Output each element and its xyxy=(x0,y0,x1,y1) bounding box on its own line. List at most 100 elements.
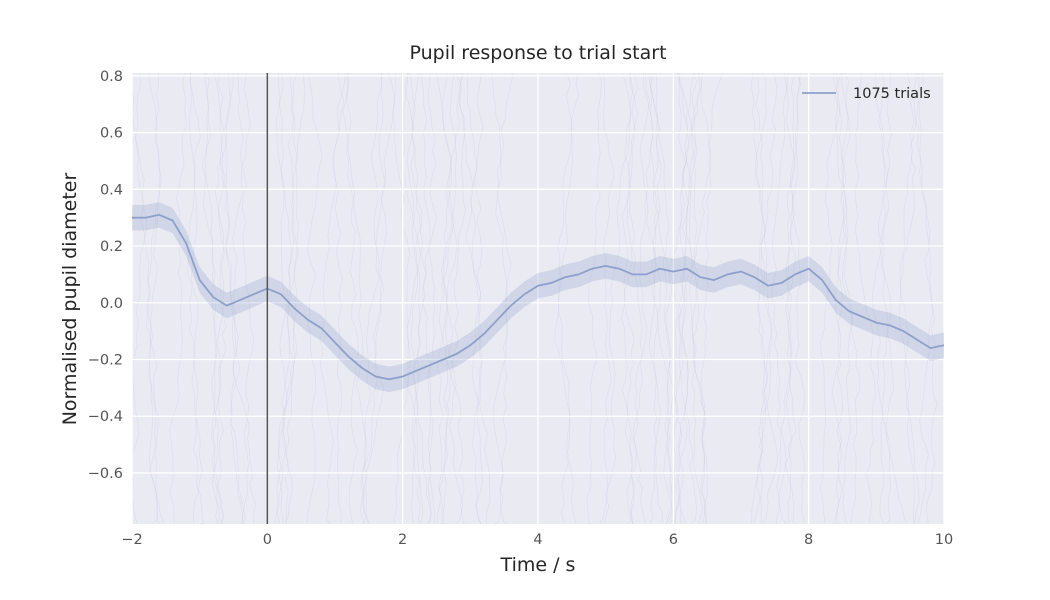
trial-trace xyxy=(458,72,483,525)
trial-trace xyxy=(831,72,854,525)
trial-trace xyxy=(770,72,789,525)
trial-trace xyxy=(624,72,635,525)
x-tick-label: −2 xyxy=(121,532,142,548)
trial-trace xyxy=(362,72,382,525)
trial-trace xyxy=(898,72,920,525)
trial-trace xyxy=(436,72,455,525)
trial-trace xyxy=(604,72,631,525)
trial-trace xyxy=(841,72,861,525)
trial-trace xyxy=(149,72,165,525)
x-tick-label: 0 xyxy=(263,532,272,548)
trial-trace xyxy=(700,72,712,525)
trial-trace xyxy=(649,72,674,525)
trial-trace xyxy=(879,72,892,525)
trial-trace xyxy=(791,72,806,525)
trial-trace xyxy=(785,72,802,525)
x-tick-label: 2 xyxy=(398,532,407,548)
trial-trace xyxy=(346,72,360,525)
x-axis-ticks: −2 0 2 4 6 8 10 xyxy=(121,532,953,548)
legend: 1075 trials xyxy=(802,86,931,102)
trial-trace xyxy=(284,72,300,525)
trial-trace xyxy=(819,72,841,525)
trial-trace xyxy=(633,72,653,525)
trial-trace xyxy=(628,72,644,525)
trial-trace xyxy=(913,72,938,525)
trial-trace xyxy=(189,72,203,525)
trial-trace xyxy=(169,72,187,525)
trial-trace xyxy=(306,72,323,525)
trial-trace xyxy=(833,72,847,525)
trial-trace xyxy=(677,72,703,525)
trial-trace xyxy=(441,72,464,525)
trial-trace xyxy=(145,72,162,525)
y-tick-label: 0.4 xyxy=(100,182,123,198)
trial-trace xyxy=(216,72,231,525)
chart-title: Pupil response to trial start xyxy=(409,42,666,64)
trial-trace xyxy=(755,72,768,525)
y-tick-label: 0.6 xyxy=(100,126,123,142)
trial-trace xyxy=(332,72,345,525)
trial-trace xyxy=(225,73,246,525)
trial-trace xyxy=(831,72,848,525)
trial-trace xyxy=(442,72,468,525)
trial-trace xyxy=(554,72,580,525)
trial-trace xyxy=(639,72,664,525)
trial-trace xyxy=(441,72,467,525)
trial-trace xyxy=(401,72,436,525)
trial-trace xyxy=(871,72,886,525)
trial-trace xyxy=(212,72,227,525)
y-tick-label: −0.6 xyxy=(88,466,123,482)
trial-trace xyxy=(466,72,491,525)
trial-trace xyxy=(557,72,577,525)
y-tick-label: 0.0 xyxy=(100,296,123,312)
trial-trace xyxy=(202,72,218,525)
trial-trace xyxy=(692,72,724,525)
trial-trace xyxy=(875,72,908,525)
y-tick-label: −0.2 xyxy=(88,352,123,368)
trial-trace xyxy=(359,72,397,525)
trial-trace xyxy=(131,73,162,525)
trial-trace xyxy=(218,72,256,525)
y-tick-label: −0.4 xyxy=(88,409,123,425)
trial-trace xyxy=(674,72,695,525)
y-tick-label: 0.8 xyxy=(100,69,123,85)
trial-trace xyxy=(406,72,432,525)
y-axis-ticks: −0.6 −0.4 −0.2 0.0 0.2 0.4 0.6 0.8 xyxy=(88,69,123,482)
y-axis-label: Normalised pupil diameter xyxy=(59,173,81,426)
trial-trace xyxy=(917,72,934,525)
trial-trace xyxy=(364,72,386,524)
confidence-band xyxy=(132,202,944,393)
y-tick-label: 0.2 xyxy=(100,239,123,255)
x-tick-label: 10 xyxy=(935,532,953,548)
trial-trace xyxy=(186,72,204,525)
trial-trace xyxy=(685,72,703,525)
trial-trace xyxy=(648,72,662,525)
x-axis-label: Time / s xyxy=(500,554,576,576)
trial-trace xyxy=(599,72,614,525)
trial-trace xyxy=(674,72,698,525)
trial-trace xyxy=(783,72,796,525)
trial-trace xyxy=(777,72,797,525)
trial-trace xyxy=(274,72,298,525)
trial-trace xyxy=(319,72,347,525)
trial-trace xyxy=(751,72,766,525)
trial-trace xyxy=(388,72,411,525)
trial-trace xyxy=(750,72,779,525)
trial-trace xyxy=(494,72,514,525)
x-tick-label: 6 xyxy=(669,532,678,548)
trial-trace xyxy=(342,72,370,525)
trial-trace xyxy=(854,72,876,525)
trial-trace xyxy=(621,72,639,525)
x-tick-label: 8 xyxy=(804,532,813,548)
trial-trace xyxy=(276,72,306,525)
x-tick-label: 4 xyxy=(533,532,542,548)
trial-trace xyxy=(410,72,424,525)
trial-trace xyxy=(677,72,708,525)
trial-trace xyxy=(586,72,603,525)
trial-trace xyxy=(404,72,424,525)
trial-trace xyxy=(276,72,299,525)
trial-trace xyxy=(465,72,484,525)
trial-trace xyxy=(651,72,674,525)
trial-trace xyxy=(204,72,220,525)
